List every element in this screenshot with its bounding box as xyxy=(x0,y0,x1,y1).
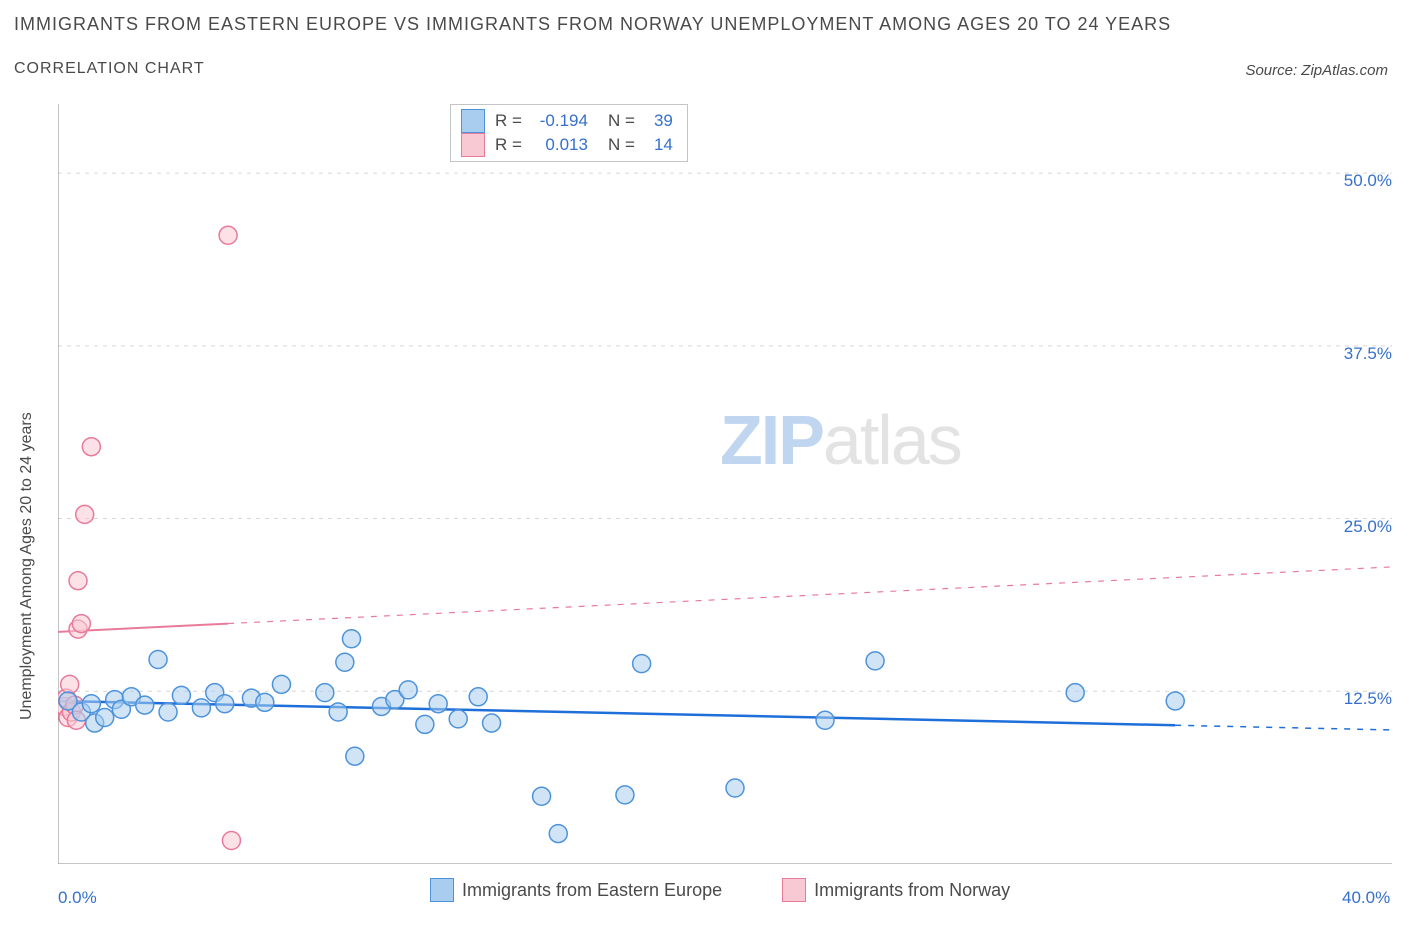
source-label: Source: ZipAtlas.com xyxy=(1245,62,1388,79)
y-axis-label: Unemployment Among Ages 20 to 24 years xyxy=(18,412,36,720)
y-tick-label: 50.0% xyxy=(1332,171,1392,191)
legend-item-blue: Immigrants from Eastern Europe xyxy=(430,878,722,902)
r-value-pink: 0.013 xyxy=(532,135,588,155)
y-tick-label: 37.5% xyxy=(1332,344,1392,364)
n-value-pink: 14 xyxy=(645,135,673,155)
r-label: R = xyxy=(495,111,522,131)
pink-swatch-icon xyxy=(782,878,806,902)
n-label: N = xyxy=(608,135,635,155)
chart-title: IMMIGRANTS FROM EASTERN EUROPE VS IMMIGR… xyxy=(14,14,1171,35)
pink-swatch-icon xyxy=(461,133,485,157)
scatter-plot xyxy=(58,104,1392,864)
n-label: N = xyxy=(608,111,635,131)
legend-label-pink: Immigrants from Norway xyxy=(814,880,1010,901)
legend-item-pink: Immigrants from Norway xyxy=(782,878,1010,902)
n-value-blue: 39 xyxy=(645,111,673,131)
x-tick-label: 40.0% xyxy=(1342,888,1390,908)
x-tick-label: 0.0% xyxy=(58,888,97,908)
r-label: R = xyxy=(495,135,522,155)
chart-subtitle: CORRELATION CHART xyxy=(14,60,205,78)
blue-swatch-icon xyxy=(461,109,485,133)
y-tick-label: 12.5% xyxy=(1332,689,1392,709)
legend-label-blue: Immigrants from Eastern Europe xyxy=(462,880,722,901)
y-tick-label: 25.0% xyxy=(1332,517,1392,537)
legend-row-pink: R = 0.013 N = 14 xyxy=(461,133,673,157)
correlation-legend: R = -0.194 N = 39 R = 0.013 N = 14 xyxy=(450,104,688,162)
blue-swatch-icon xyxy=(430,878,454,902)
legend-row-blue: R = -0.194 N = 39 xyxy=(461,109,673,133)
series-legend: Immigrants from Eastern Europe Immigrant… xyxy=(430,878,1010,902)
r-value-blue: -0.194 xyxy=(532,111,588,131)
